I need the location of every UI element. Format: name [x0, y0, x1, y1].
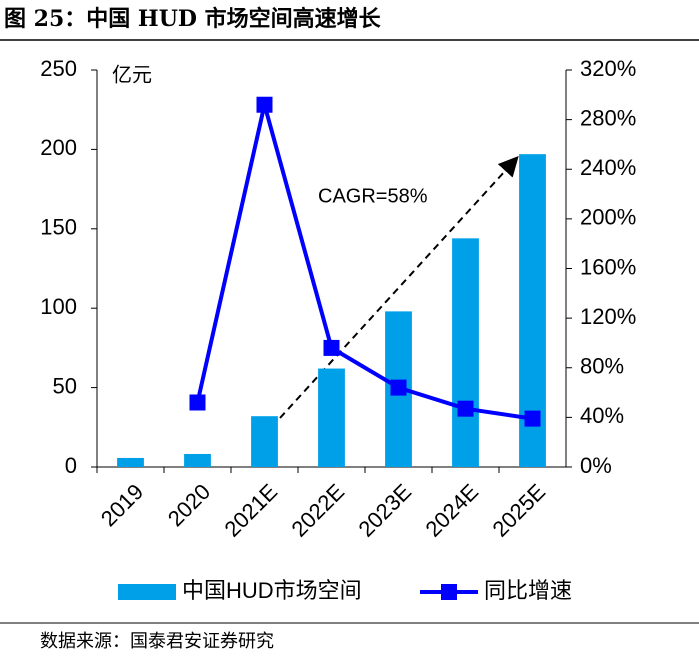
- y2-tick-label: 40%: [580, 403, 624, 428]
- line-marker: [457, 400, 474, 417]
- bar: [318, 368, 345, 467]
- y-tick-label: 250: [40, 56, 77, 81]
- x-tick-label: 2020: [163, 479, 215, 531]
- x-tick-label: 2025E: [487, 479, 550, 542]
- y-unit: 亿元: [112, 63, 152, 86]
- y-tick-label: 150: [40, 215, 77, 240]
- cagr-arrow: [279, 156, 519, 419]
- line-marker: [256, 96, 273, 113]
- title: 图 25：中国 HUD 市场空间高速增长: [4, 6, 382, 32]
- legend-swatch: [118, 584, 176, 600]
- line: [195, 104, 533, 421]
- bar: [184, 453, 211, 467]
- y2-tick-label: 120%: [580, 304, 636, 329]
- bar: [452, 238, 479, 467]
- y2-tick-label: 240%: [580, 155, 636, 180]
- line-marker: [390, 379, 407, 396]
- source: 数据来源：国泰君安证券研究: [40, 631, 274, 651]
- x-tick-label: 2024E: [420, 479, 483, 542]
- y2-tick-label: 280%: [580, 105, 636, 130]
- x-tick-label: 2022E: [286, 479, 349, 542]
- x-tick-label: 2021E: [219, 479, 282, 542]
- legend-swatch: [441, 584, 457, 600]
- y-tick-label: 0: [65, 453, 77, 478]
- y2-tick-label: 0%: [580, 453, 612, 478]
- y2-tick-label: 160%: [580, 254, 636, 279]
- line-marker: [524, 410, 541, 427]
- y2-tick-label: 200%: [580, 205, 636, 230]
- annotation: CAGR=58%: [318, 185, 428, 207]
- line-marker: [323, 339, 340, 356]
- x-tick-label: 2023E: [353, 479, 416, 542]
- y2-tick-label: 80%: [580, 354, 624, 379]
- y-tick-label: 100: [40, 294, 77, 319]
- y2-tick-label: 320%: [580, 56, 636, 81]
- y-tick-label: 50: [53, 373, 77, 398]
- line-marker: [189, 394, 206, 411]
- bar: [117, 457, 144, 467]
- bar: [251, 416, 278, 467]
- legend-label: 同比增速: [484, 578, 572, 603]
- legend-label: 中国HUD市场空间: [182, 578, 362, 603]
- x-tick-label: 2019: [96, 479, 148, 531]
- y-tick-label: 200: [40, 135, 77, 160]
